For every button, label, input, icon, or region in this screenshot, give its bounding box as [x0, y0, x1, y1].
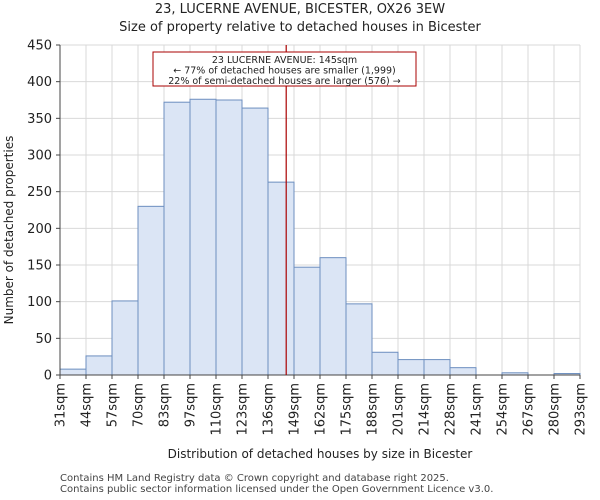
bar-123sqm [241, 107, 269, 376]
bar-201sqm [397, 359, 425, 376]
y-tick-label: 400 [27, 75, 52, 90]
bar-136sqm [267, 181, 295, 376]
x-tick-label: 254sqm [496, 383, 511, 436]
x-tick-label: 175sqm [340, 383, 355, 436]
bar-70sqm [137, 205, 165, 376]
bar-31sqm [59, 368, 87, 376]
x-tick-label: 83sqm [158, 383, 173, 427]
x-tick-label: 70sqm [132, 383, 147, 427]
y-ticks: 0 50 100 150 200 250 300 350 400 450 [27, 39, 60, 384]
x-ticks: 31sqm 44sqm 57sqm 70sqm 83sqm 97sqm 110sqm 123s… [54, 375, 589, 436]
y-tick-label: 250 [27, 185, 52, 200]
x-tick-label: 149sqm [288, 383, 303, 436]
y-tick-label: 100 [27, 295, 52, 310]
x-tick-label: 110sqm [210, 383, 225, 436]
y-tick-label: 150 [27, 259, 52, 274]
y-tick-label: 300 [27, 149, 52, 164]
bar-188sqm [371, 351, 399, 376]
chart-title: 23, LUCERNE AVENUE, BICESTER, OX26 3EW [154, 2, 446, 17]
x-tick-label: 97sqm [184, 383, 199, 427]
y-tick-label: 0 [44, 369, 52, 384]
bar-214sqm [423, 359, 451, 376]
bar-175sqm [345, 303, 373, 376]
annotation-line-2: ← 77% of detached houses are smaller (1,… [173, 66, 396, 77]
y-tick-label: 350 [27, 112, 52, 127]
x-tick-label: 241sqm [470, 383, 485, 436]
x-tick-label: 31sqm [54, 383, 69, 427]
x-tick-label: 267sqm [522, 383, 537, 436]
footer-copyright: Contains HM Land Registry data © Crown c… [60, 473, 449, 484]
x-tick-label: 228sqm [444, 383, 459, 436]
marker-layer: 23 LUCERNE AVENUE: 145sqm← 77% of detach… [152, 45, 417, 375]
x-tick-label: 201sqm [392, 383, 407, 436]
bar-110sqm [215, 99, 243, 376]
x-tick-label: 123sqm [236, 383, 251, 436]
bars [59, 98, 581, 376]
x-tick-label: 280sqm [548, 383, 563, 436]
chart-subtitle: Size of property relative to detached ho… [119, 20, 481, 35]
x-tick-label: 293sqm [574, 383, 589, 436]
x-tick-label: 44sqm [80, 383, 95, 427]
x-tick-label: 188sqm [366, 383, 381, 436]
x-tick-label: 57sqm [106, 383, 121, 427]
y-axis-label: Number of detached properties [2, 136, 16, 325]
x-tick-label: 162sqm [314, 383, 329, 436]
x-tick-label: 136sqm [262, 383, 277, 436]
bar-57sqm [111, 300, 139, 376]
y-tick-label: 50 [35, 332, 52, 347]
bar-162sqm [319, 257, 347, 376]
x-tick-label: 214sqm [418, 383, 433, 436]
annotation-box [152, 51, 417, 87]
annotation-line-1: 23 LUCERNE AVENUE: 145sqm [212, 55, 357, 66]
annotation-line-3: 22% of semi-detached houses are larger (… [168, 76, 401, 87]
y-tick-label: 450 [27, 39, 52, 54]
x-axis-label: Distribution of detached houses by size … [168, 447, 473, 461]
bar-44sqm [85, 355, 113, 376]
bar-83sqm [163, 101, 191, 376]
bar-228sqm [449, 367, 477, 376]
y-tick-label: 200 [27, 222, 52, 237]
footer-licence: Contains public sector information licen… [60, 484, 494, 495]
bar-149sqm [293, 266, 321, 376]
bar-97sqm [189, 98, 217, 376]
